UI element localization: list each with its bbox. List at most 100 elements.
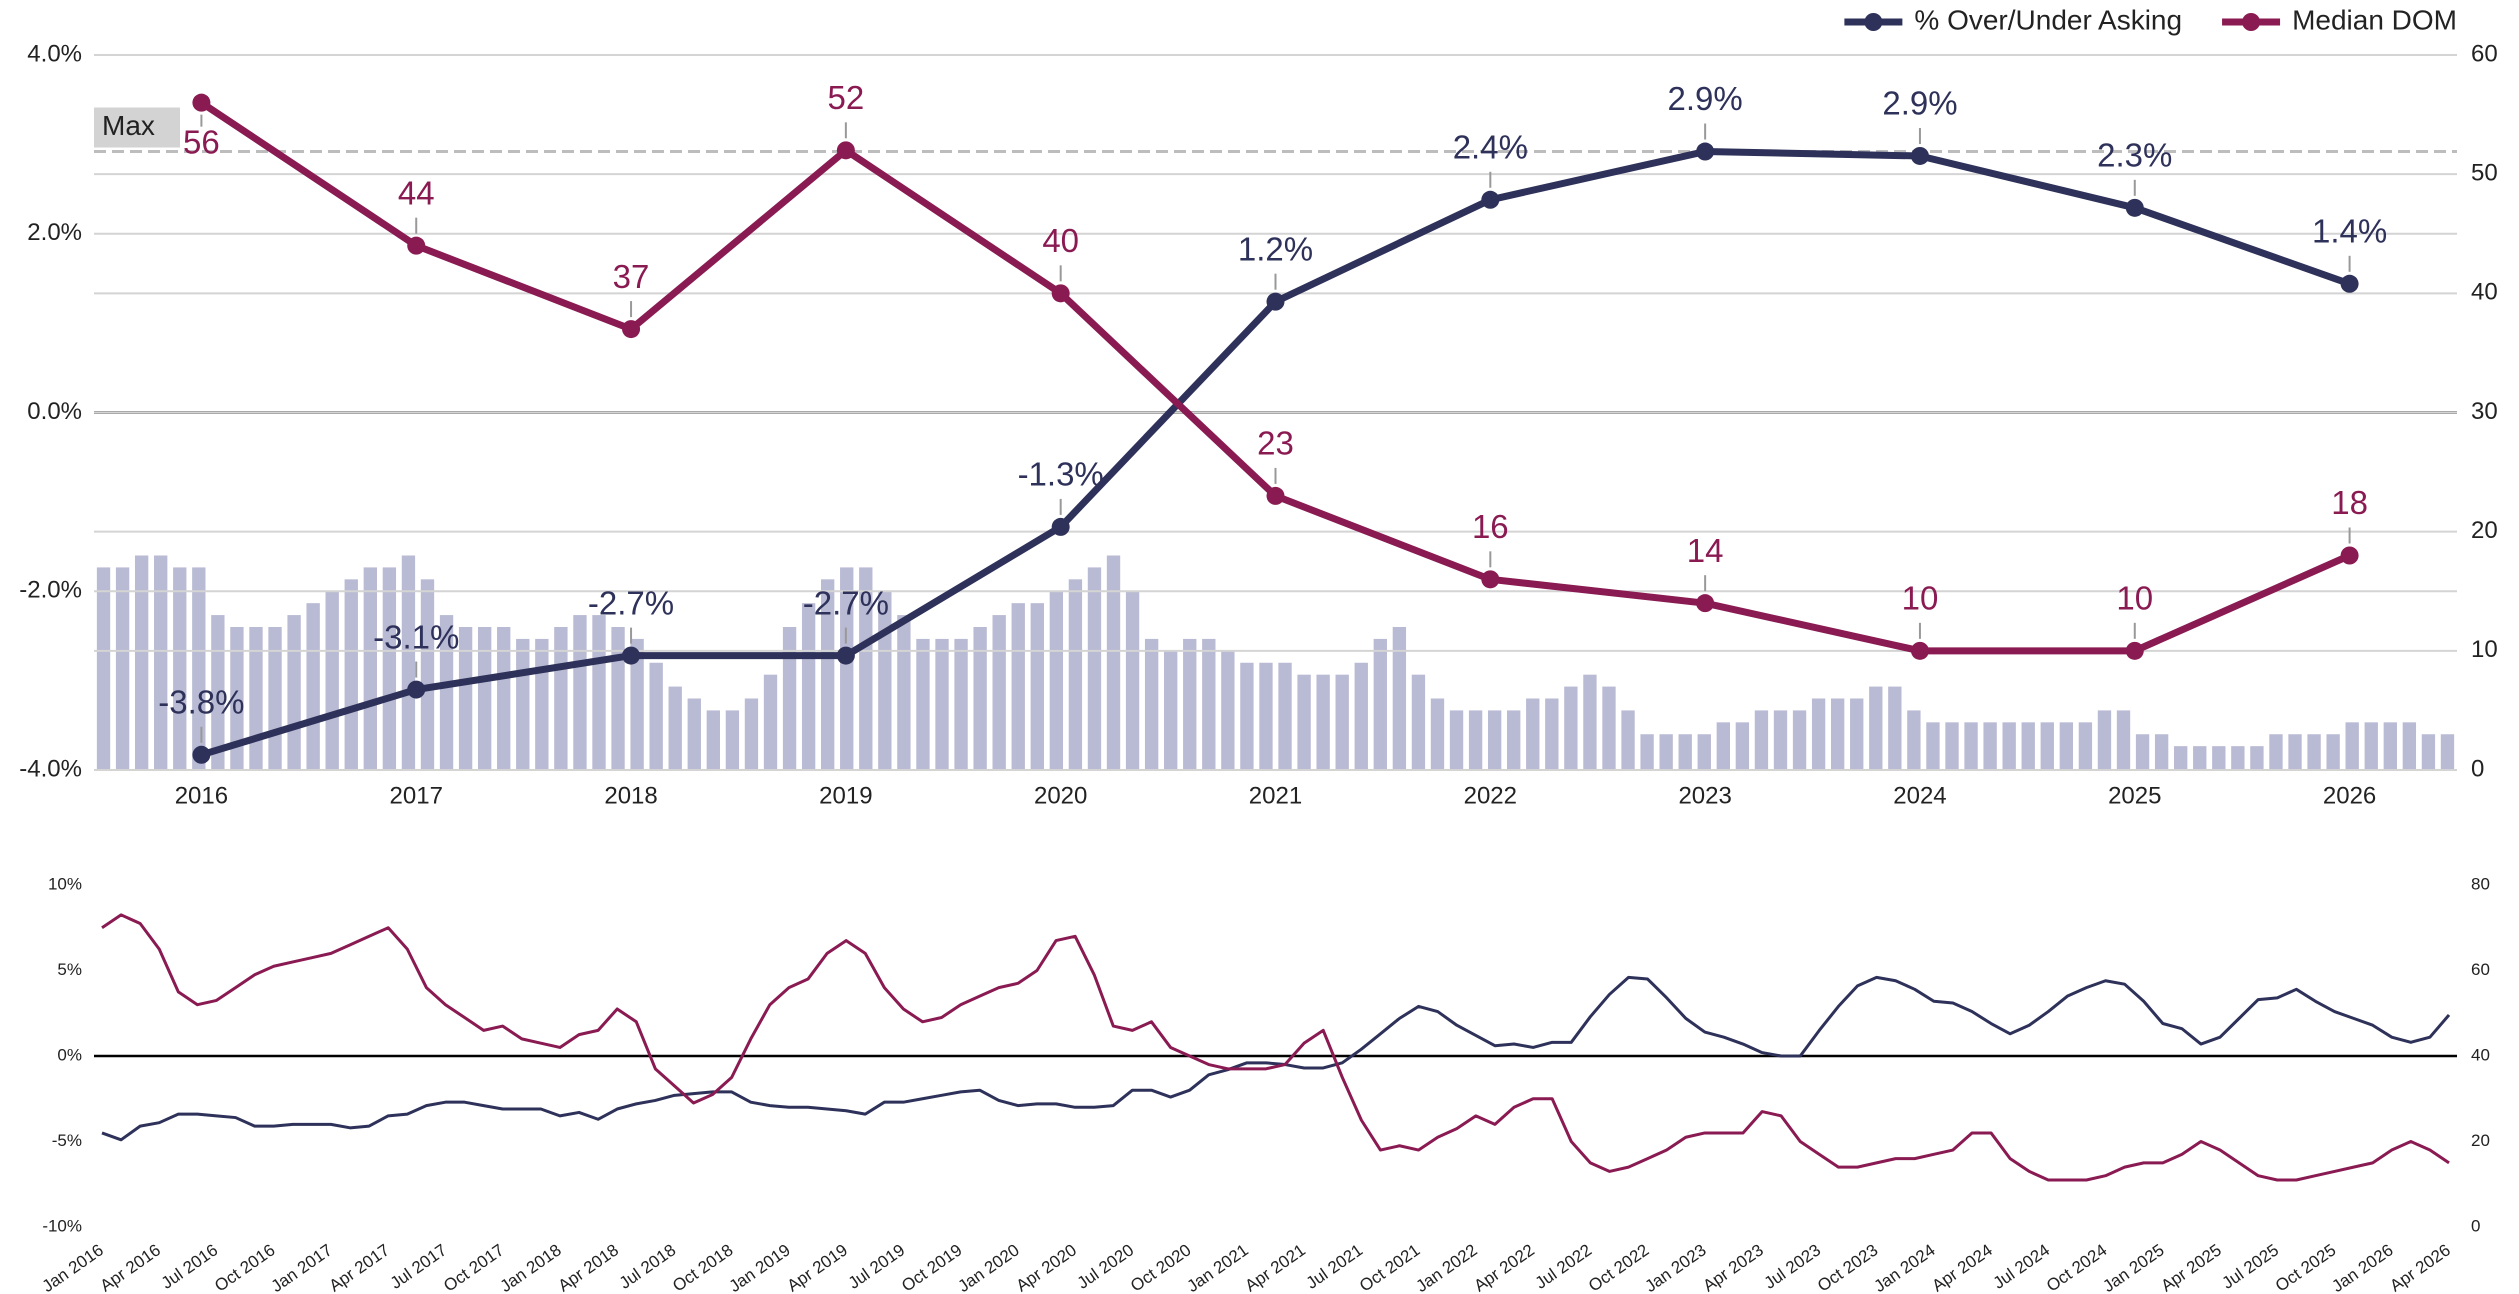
- bar: [1297, 674, 1311, 770]
- max-label: Max: [102, 110, 155, 141]
- bar: [2364, 722, 2378, 770]
- bar: [2174, 746, 2188, 770]
- x-tick-label: Jan 2021: [1184, 1240, 1252, 1294]
- data-label: 44: [398, 174, 435, 211]
- data-label: 10: [1902, 580, 1939, 617]
- bar: [706, 710, 721, 770]
- bar: [1221, 650, 1235, 770]
- point: [1696, 142, 1715, 161]
- x-tick-label: Oct 2025: [2272, 1240, 2339, 1294]
- bar: [1869, 686, 1883, 770]
- bar: [458, 627, 473, 770]
- bar: [1507, 710, 1521, 770]
- bar: [611, 627, 625, 770]
- y2-tick-label: 40: [2471, 279, 2498, 306]
- bar: [477, 627, 492, 770]
- bar: [1526, 698, 1540, 770]
- point: [407, 680, 426, 699]
- bar: [649, 662, 663, 770]
- data-label: -3.1%: [373, 618, 459, 655]
- x-tick-label: Jul 2020: [1074, 1240, 1138, 1292]
- x-tick-label: Apr 2019: [784, 1240, 851, 1294]
- bar: [344, 579, 358, 770]
- y2-tick-label: 20: [2471, 1131, 2490, 1150]
- bar: [1125, 591, 1140, 770]
- bar: [306, 603, 320, 770]
- legend-dot: [1864, 13, 1883, 31]
- bar: [2231, 746, 2245, 770]
- x-tick-label: Jan 2017: [268, 1240, 336, 1294]
- data-label: 2.9%: [1882, 85, 1957, 122]
- x-tick-label: Jan 2019: [726, 1240, 794, 1294]
- bar: [1811, 698, 1826, 770]
- x-tick-label: Apr 2018: [555, 1240, 622, 1294]
- y2-tick-label: 10: [2471, 636, 2498, 663]
- data-label: 14: [1687, 532, 1724, 569]
- bar: [554, 627, 568, 770]
- y2-tick-label: 20: [2471, 517, 2498, 544]
- y-tick-label: 0%: [57, 1045, 82, 1064]
- bar: [420, 579, 435, 770]
- data-label: -1.3%: [1018, 456, 1104, 493]
- point: [407, 236, 426, 255]
- bar: [2154, 734, 2169, 770]
- x-tick-label: Oct 2024: [2043, 1240, 2110, 1294]
- x-tick-label: 2019: [819, 782, 872, 809]
- bar: [1792, 710, 1807, 770]
- x-tick-label: Jan 2025: [2099, 1240, 2167, 1294]
- bar: [1583, 674, 1597, 770]
- bar: [1335, 674, 1349, 770]
- bar: [2040, 722, 2054, 770]
- x-tick-label: Apr 2026: [2386, 1240, 2453, 1294]
- bar: [1087, 567, 1102, 770]
- bar: [1602, 686, 1616, 770]
- bar: [1621, 710, 1635, 770]
- bar: [249, 627, 263, 770]
- bar: [2383, 722, 2397, 770]
- bar: [230, 627, 244, 770]
- bar: [725, 710, 740, 770]
- point: [1481, 190, 1500, 209]
- legend-dot: [2242, 13, 2261, 31]
- x-tick-label: Jan 2016: [39, 1240, 107, 1294]
- bar: [992, 615, 1006, 770]
- bar: [1144, 638, 1159, 770]
- x-tick-label: 2024: [1893, 782, 1946, 809]
- x-tick-label: 2020: [1034, 782, 1087, 809]
- y-tick-label: 4.0%: [27, 40, 82, 67]
- x-tick-label: Oct 2019: [898, 1240, 965, 1294]
- bar: [2193, 746, 2207, 770]
- bar: [2078, 722, 2093, 770]
- bar: [1411, 674, 1426, 770]
- data-label: 56: [183, 123, 220, 160]
- bar: [2250, 746, 2264, 770]
- data-label: 2.3%: [2097, 137, 2172, 174]
- bar: [954, 638, 968, 770]
- bar: [1278, 662, 1292, 770]
- bar: [573, 615, 587, 770]
- y2-tick-label: 0: [2471, 1216, 2480, 1235]
- bar: [1754, 710, 1769, 770]
- x-tick-label: Apr 2020: [1013, 1240, 1080, 1294]
- x-tick-label: Jan 2018: [497, 1240, 565, 1294]
- bar: [1564, 686, 1578, 770]
- bar: [401, 555, 416, 770]
- bar: [1678, 734, 1692, 770]
- bar: [439, 615, 454, 770]
- data-label: -3.8%: [158, 684, 244, 721]
- x-tick-label: 2021: [1249, 782, 1302, 809]
- bar: [287, 615, 301, 770]
- x-tick-label: Jul 2019: [845, 1240, 909, 1292]
- x-tick-label: Oct 2021: [1356, 1240, 1423, 1294]
- x-tick-label: Oct 2020: [1127, 1240, 1194, 1294]
- x-tick-label: 2025: [2108, 782, 2161, 809]
- x-tick-label: Jan 2023: [1641, 1240, 1709, 1294]
- x-tick-label: 2023: [1678, 782, 1731, 809]
- x-tick-label: Apr 2021: [1242, 1240, 1309, 1294]
- data-label: 40: [1042, 222, 1079, 259]
- bar: [782, 627, 797, 770]
- bar: [1430, 698, 1445, 770]
- bar: [1449, 710, 1464, 770]
- x-tick-label: Jul 2018: [616, 1240, 680, 1292]
